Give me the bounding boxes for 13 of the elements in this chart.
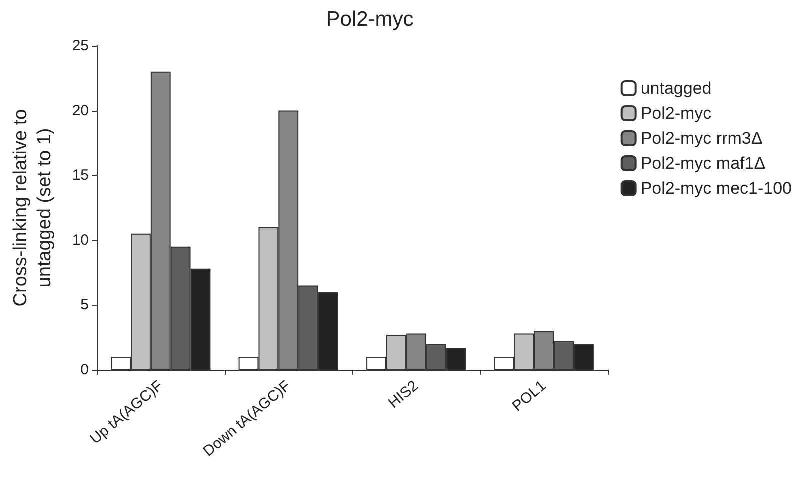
legend-label: Pol2-myc maf1Δ xyxy=(640,154,766,173)
legend-label: Pol2-myc xyxy=(640,104,712,123)
y-tick-label: 25 xyxy=(72,38,89,54)
legend-label: Pol2-myc rrm3Δ xyxy=(640,129,763,148)
legend-label: Pol2-myc mec1-100 xyxy=(640,179,792,198)
legend-label: untagged xyxy=(640,79,712,98)
y-tick-label: 20 xyxy=(72,102,89,120)
y-axis-title: Cross-linking relative to untagged (set to 1) xyxy=(10,109,56,307)
chart-title: Pol2-myc xyxy=(326,8,414,31)
y-tick-label: 5 xyxy=(80,296,89,314)
y-tick-label: 15 xyxy=(72,167,89,184)
y-tick-label: 10 xyxy=(72,232,89,249)
y-tick-label: 0 xyxy=(80,362,89,378)
